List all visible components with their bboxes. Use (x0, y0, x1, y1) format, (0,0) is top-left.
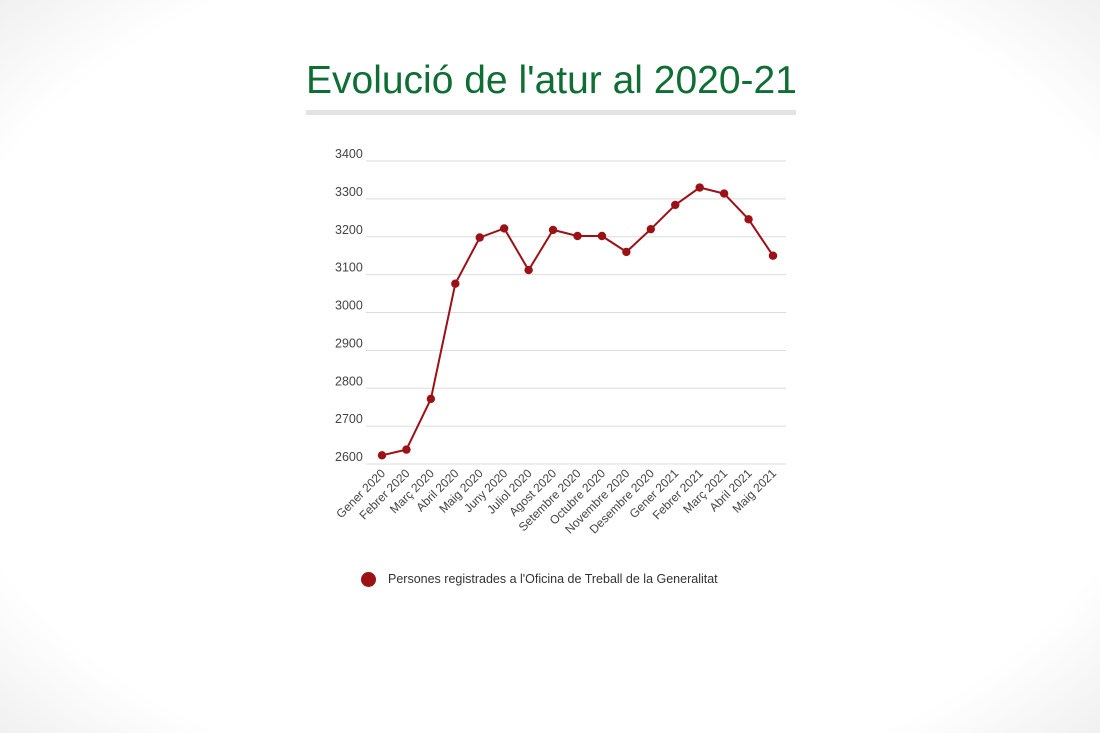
y-tick-label: 3000 (335, 299, 363, 313)
legend[interactable]: Persones registrades a l'Oficina de Treb… (361, 570, 718, 588)
data-point[interactable] (377, 451, 387, 460)
y-tick-label: 3200 (335, 223, 363, 237)
data-point[interactable] (499, 224, 509, 233)
page-title: Evolució de l'atur al 2020-21 (306, 59, 797, 102)
y-tick-label: 2900 (335, 336, 363, 350)
y-tick-label: 2600 (335, 450, 363, 464)
data-point[interactable] (646, 224, 656, 234)
title-underline (306, 110, 796, 115)
y-tick-label: 2700 (335, 412, 363, 426)
y-tick-label: 3100 (335, 261, 363, 275)
data-point[interactable] (402, 445, 411, 454)
data-point[interactable] (475, 233, 484, 242)
data-point[interactable] (768, 251, 778, 260)
y-axis-ticks: 2600 2700 2800 2900 3000 3100 3200 3300 3400 (335, 147, 363, 464)
data-point[interactable] (744, 215, 753, 224)
data-point[interactable] (695, 183, 704, 192)
y-tick-label: 2800 (335, 374, 363, 388)
grid-lines (366, 160, 786, 465)
legend-marker (361, 571, 376, 587)
data-point[interactable] (622, 247, 631, 257)
data-point[interactable] (426, 394, 436, 404)
data-point[interactable] (524, 265, 533, 275)
data-point[interactable] (548, 225, 558, 235)
y-tick-label: 3300 (335, 185, 363, 199)
data-point[interactable] (451, 279, 460, 288)
data-point[interactable] (573, 231, 582, 241)
data-point[interactable] (597, 231, 607, 241)
data-point[interactable] (671, 200, 680, 210)
series-group (377, 183, 778, 460)
series-line (381, 186, 774, 457)
legend-label: Persones registrades a l'Oficina de Treb… (388, 572, 718, 586)
y-tick-label: 3400 (335, 147, 363, 161)
data-point[interactable] (719, 189, 729, 198)
